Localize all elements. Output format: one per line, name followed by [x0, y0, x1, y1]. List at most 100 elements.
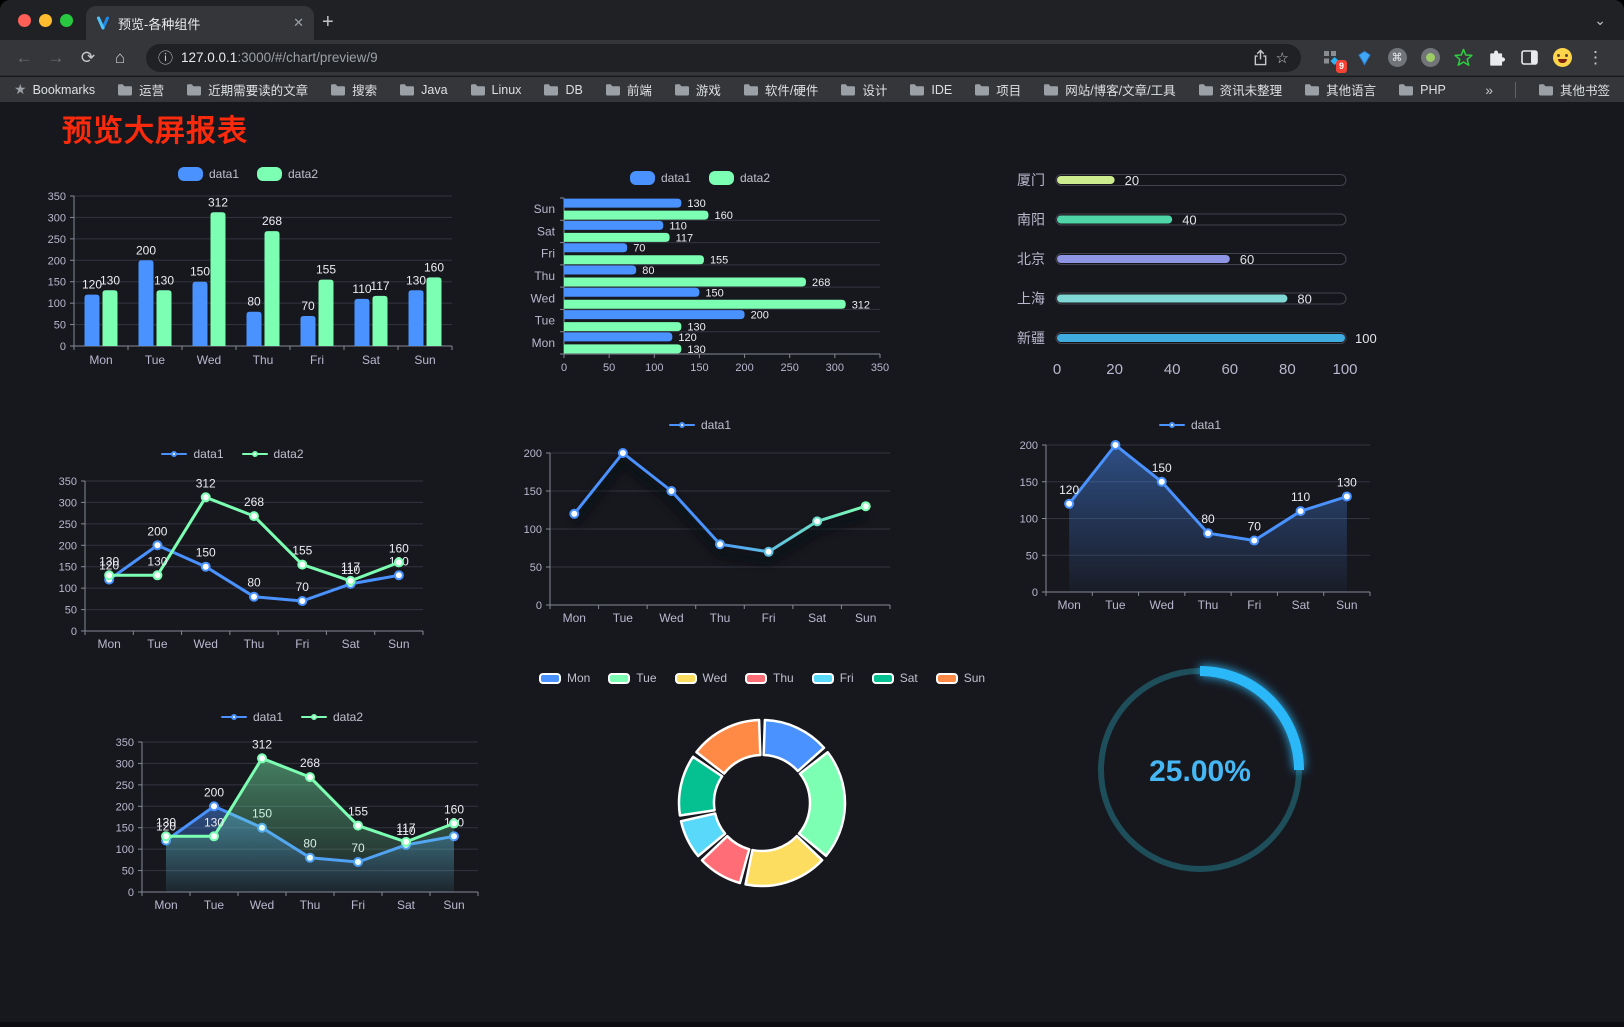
chart-block-donut: Mon Tue Wed Thu Fri Sat Sun: [538, 666, 985, 890]
svg-text:100: 100: [48, 298, 66, 310]
svg-text:Thu: Thu: [1198, 598, 1219, 612]
legend-item-data2[interactable]: data2: [257, 167, 318, 181]
legend-item-Thu[interactable]: Thu: [745, 671, 794, 685]
donut-slice-Sat: [677, 755, 724, 817]
bookmark-folder-前端[interactable]: 前端: [605, 80, 652, 99]
legend-swatch: [629, 171, 655, 185]
svg-text:80: 80: [247, 295, 261, 309]
bookmark-folder-项目[interactable]: 项目: [974, 80, 1021, 99]
bookmark-folder-搜索[interactable]: 搜索: [330, 80, 377, 99]
legend-item-Sun[interactable]: Sun: [935, 671, 985, 685]
extension-dot-icon[interactable]: [1418, 46, 1442, 70]
legend-item-data1[interactable]: data1: [1158, 418, 1221, 432]
address-bar[interactable]: ⓘ 127.0.0.1:3000/#/chart/preview/9 ☆: [146, 43, 1301, 72]
bookmark-folder-DB[interactable]: DB: [543, 83, 583, 97]
svg-text:25.00%: 25.00%: [1149, 755, 1251, 788]
extension-grid-icon[interactable]: 9: [1319, 46, 1347, 73]
bookmark-folder-游戏[interactable]: 游戏: [674, 80, 721, 99]
side-panel-icon[interactable]: [1517, 46, 1541, 70]
legend-item-data2[interactable]: data2: [301, 710, 363, 724]
reload-button[interactable]: ⟳: [80, 47, 96, 67]
legend-swatch: [301, 714, 327, 720]
tab-close-icon[interactable]: ✕: [293, 15, 304, 30]
bookmark-folder-网站/博客/文章/工具[interactable]: 网站/博客/文章/工具: [1043, 80, 1176, 99]
bookmark-folder-运营[interactable]: 运营: [117, 80, 164, 99]
extension-star-icon[interactable]: [1451, 46, 1475, 70]
bookmark-folder-近期需要读的文章[interactable]: 近期需要读的文章: [186, 80, 308, 99]
svg-text:150: 150: [116, 823, 134, 835]
legend-label: Wed: [702, 671, 727, 685]
bookmark-folder-Java[interactable]: Java: [399, 83, 448, 97]
bookmark-folder-设计[interactable]: 设计: [840, 80, 887, 99]
legend-item-data1[interactable]: data1: [629, 171, 691, 185]
svg-text:Fri: Fri: [310, 353, 324, 367]
chart-block-area-line: data1 0 50 100 150 200 Mon Tue Wed Thu Fri Sat Sun 1…: [1000, 413, 1380, 619]
browser-tab[interactable]: 预览-各种组件 ✕: [86, 6, 314, 40]
extension-emoji-icon[interactable]: [1550, 46, 1574, 70]
svg-text:130: 130: [100, 273, 120, 287]
share-icon[interactable]: [1253, 49, 1268, 66]
minimize-window-button[interactable]: [39, 14, 52, 27]
horizontal-bar-legend: data1 data2: [500, 166, 900, 190]
extension-gem-icon[interactable]: [1352, 46, 1376, 70]
legend-item-data1[interactable]: data1: [668, 418, 731, 432]
legend-swatch: [177, 167, 203, 181]
legend-item-Tue[interactable]: Tue: [608, 671, 657, 685]
back-button[interactable]: ←: [15, 47, 33, 67]
folder-icon: [186, 83, 202, 96]
svg-text:150: 150: [524, 486, 542, 498]
bookmark-folder-软件/硬件[interactable]: 软件/硬件: [743, 80, 818, 99]
svg-text:160: 160: [424, 260, 444, 274]
legend-item-Sat[interactable]: Sat: [871, 671, 918, 685]
legend-item-data2[interactable]: data2: [241, 447, 304, 461]
legend-item-data1[interactable]: data1: [161, 447, 224, 461]
svg-text:150: 150: [1020, 477, 1038, 489]
site-info-icon[interactable]: ⓘ: [158, 50, 174, 67]
legend-swatch: [608, 672, 631, 684]
folder-icon: [1304, 83, 1320, 96]
bookmarks-overflow-chevron[interactable]: »: [1485, 81, 1493, 98]
bookmark-folder-Linux[interactable]: Linux: [470, 83, 521, 97]
legend-label: data2: [333, 710, 364, 724]
chart-block-dual-line: data1 data2 0 50 100 150 200 250 300 350 Mon Tue We…: [35, 442, 430, 658]
new-tab-button[interactable]: +: [322, 11, 334, 33]
bookmark-star-icon[interactable]: ☆: [1275, 49, 1289, 67]
area-line-legend: data1: [1000, 413, 1380, 437]
legend-swatch: [709, 171, 734, 185]
svg-text:Mon: Mon: [97, 637, 120, 651]
close-window-button[interactable]: [18, 14, 31, 27]
extension-command-icon[interactable]: ⌘: [1385, 46, 1409, 70]
bookmark-folder-资讯未整理[interactable]: 资讯未整理: [1198, 80, 1282, 99]
svg-text:110: 110: [669, 220, 687, 232]
legend-swatch: [241, 451, 268, 457]
legend-item-data1[interactable]: data1: [220, 710, 283, 724]
svg-text:150: 150: [705, 287, 723, 299]
svg-text:50: 50: [122, 866, 134, 878]
bookmark-folder-其他语言[interactable]: 其他语言: [1304, 80, 1376, 99]
home-button[interactable]: ⌂: [114, 47, 126, 67]
bookmark-folder-PHP[interactable]: PHP: [1398, 83, 1446, 97]
other-bookmarks-folder[interactable]: 其他书签: [1538, 80, 1610, 99]
svg-text:268: 268: [262, 214, 282, 228]
forward-button[interactable]: →: [47, 47, 65, 67]
legend-item-data1[interactable]: data1: [177, 167, 239, 181]
bookmark-folder-IDE[interactable]: IDE: [909, 83, 952, 97]
legend-item-Fri[interactable]: Fri: [811, 671, 854, 685]
svg-text:Wed: Wed: [193, 637, 217, 651]
legend-swatch: [745, 672, 767, 684]
svg-text:新疆: 新疆: [1017, 330, 1045, 346]
legend-item-Wed[interactable]: Wed: [674, 671, 727, 685]
svg-text:Tue: Tue: [145, 353, 166, 367]
svg-text:50: 50: [1026, 550, 1038, 562]
browser-menu-icon[interactable]: ⋮: [1587, 47, 1604, 67]
legend-label: data1: [208, 167, 239, 181]
legend-item-data2[interactable]: data2: [709, 171, 770, 185]
bookmarks-manager-item[interactable]: ★ Bookmarks: [14, 81, 95, 98]
folder-icon: [543, 83, 559, 96]
svg-text:100: 100: [116, 844, 134, 856]
maximize-window-button[interactable]: [60, 14, 73, 27]
svg-text:350: 350: [871, 362, 889, 374]
extensions-puzzle-icon[interactable]: [1484, 46, 1508, 70]
legend-item-Mon[interactable]: Mon: [538, 671, 590, 685]
tab-search-chevron-icon[interactable]: ⌄: [1594, 12, 1606, 28]
